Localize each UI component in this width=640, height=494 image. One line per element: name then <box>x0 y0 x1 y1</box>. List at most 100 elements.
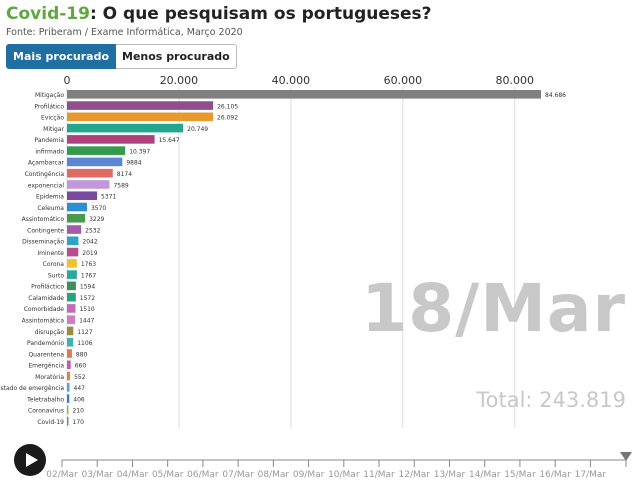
bar-category-label: Surto <box>48 272 64 279</box>
timeline-label: 07/Mar <box>222 470 254 480</box>
bar <box>67 101 214 110</box>
bar-category-label: Disseminação <box>22 239 64 246</box>
bar-category-label: Profiláctico <box>31 284 64 291</box>
bar-category-label: Contingência <box>25 171 65 178</box>
bar-value-label: 15.647 <box>159 137 180 144</box>
bar-value-label: 20.749 <box>187 126 208 133</box>
bar <box>67 157 123 167</box>
bar <box>67 112 214 122</box>
bar-category-label: Teletrabalho <box>26 396 64 403</box>
bar-category-label: Emergência <box>28 363 64 370</box>
timeline-label: 13/Mar <box>434 470 466 480</box>
timeline-label: 15/Mar <box>504 470 536 480</box>
bar-value-label: 1763 <box>81 261 96 268</box>
bar-category-label: disrupção <box>35 329 65 336</box>
x-tick-label: 80.000 <box>496 74 535 87</box>
bar-value-label: 1767 <box>81 272 96 279</box>
bar-category-label: Epidemia <box>36 194 64 201</box>
bar <box>67 259 77 268</box>
bar-value-label: 84.686 <box>545 92 566 99</box>
title-highlight: Covid-19 <box>6 4 90 24</box>
bar <box>67 292 76 302</box>
current-date: 18/Mar <box>361 270 626 347</box>
bar-value-label: 7589 <box>113 182 128 189</box>
bar <box>67 270 77 279</box>
bar-value-label: 26.105 <box>217 103 238 110</box>
bar-value-label: 3570 <box>91 205 106 212</box>
bar-category-label: Comorbidade <box>24 306 65 313</box>
bar-category-label: infirmado <box>35 148 64 155</box>
bar <box>67 360 71 370</box>
bar-category-label: Contingente <box>27 227 64 234</box>
bar-category-label: Moratória <box>35 374 64 381</box>
bar-value-label: 552 <box>74 374 86 381</box>
bar-category-label: Pandemónio <box>27 340 64 347</box>
bar <box>67 337 74 347</box>
source-note: Fonte: Priberam / Exame Informática, Mar… <box>6 27 243 38</box>
timeline-label: 14/Mar <box>469 470 501 480</box>
bar-category-label: stado de emergência <box>1 385 65 392</box>
bar-value-label: 3229 <box>89 216 104 223</box>
bar-value-label: 1106 <box>77 340 92 347</box>
x-tick-label: 40.000 <box>272 74 311 87</box>
bar-value-label: 1594 <box>80 284 95 291</box>
timeline-label: 05/Mar <box>152 470 184 480</box>
timeline-label: 11/Mar <box>363 470 395 480</box>
bar <box>67 326 74 336</box>
bar-value-label: 406 <box>73 396 85 403</box>
bar <box>67 180 110 189</box>
x-tick-label: 0 <box>64 74 71 87</box>
bar <box>67 247 79 257</box>
bar-value-label: 26.092 <box>217 115 238 122</box>
timeline-label: 09/Mar <box>293 470 325 480</box>
bar <box>67 371 71 381</box>
bar-category-label: Mitigação <box>35 92 64 99</box>
play-button[interactable] <box>14 444 46 476</box>
bar-value-label: 2042 <box>82 239 97 246</box>
bar <box>67 281 76 291</box>
tab-menos-procurado[interactable]: Menos procurado <box>116 44 237 69</box>
timeline-label: 02/Mar <box>46 470 78 480</box>
bar <box>67 236 79 246</box>
tab-mais-procurado[interactable]: Mais procurado <box>6 44 117 69</box>
bar-category-label: Assintomática <box>22 318 65 325</box>
bar <box>67 315 76 324</box>
bar-value-label: 880 <box>76 351 88 358</box>
bar-value-label: 170 <box>73 419 85 426</box>
bar-category-label: Mitigar <box>43 126 64 133</box>
bar-category-label: Pandemia <box>34 137 64 144</box>
bar <box>67 90 541 99</box>
bar-value-label: 2532 <box>85 227 100 234</box>
x-tick-label: 20.000 <box>160 74 199 87</box>
bar-value-label: 660 <box>75 363 87 370</box>
bar <box>67 225 82 234</box>
bar-value-label: 1447 <box>79 318 94 325</box>
bar <box>67 146 126 155</box>
bar-value-label: 447 <box>74 385 86 392</box>
timeline-label: 03/Mar <box>81 470 113 480</box>
total-count: Total: 243.819 <box>476 388 626 412</box>
bar-category-label: Celeuma <box>37 205 64 212</box>
timeline-label: 04/Mar <box>117 470 149 480</box>
timeline-label: 06/Mar <box>187 470 219 480</box>
bar-category-label: exponencial <box>28 182 65 189</box>
bar-category-label: Iminente <box>37 250 64 257</box>
bar-category-label: Profilático <box>34 103 64 110</box>
bar <box>67 168 113 178</box>
bar-category-label: Calamidade <box>28 295 64 302</box>
page-title: Covid-19: O que pesquisam os portugueses… <box>6 4 432 24</box>
bar <box>67 405 69 415</box>
bar <box>67 394 70 403</box>
bar-value-label: 2019 <box>82 250 97 257</box>
bar-value-label: 1510 <box>79 306 94 313</box>
bar-value-label: 10.397 <box>129 148 150 155</box>
tab-bar: Mais procurado Menos procurado <box>6 44 237 69</box>
bar-value-label: 210 <box>73 408 85 415</box>
bar-category-label: Corona <box>43 261 65 268</box>
x-tick-label: 60.000 <box>384 74 423 87</box>
timeline-marker <box>620 452 632 461</box>
timeline-label: 12/Mar <box>399 470 431 480</box>
bar-category-label: Evicção <box>41 115 64 122</box>
bar <box>67 416 69 426</box>
title-rest: : O que pesquisam os portugueses? <box>89 4 432 24</box>
